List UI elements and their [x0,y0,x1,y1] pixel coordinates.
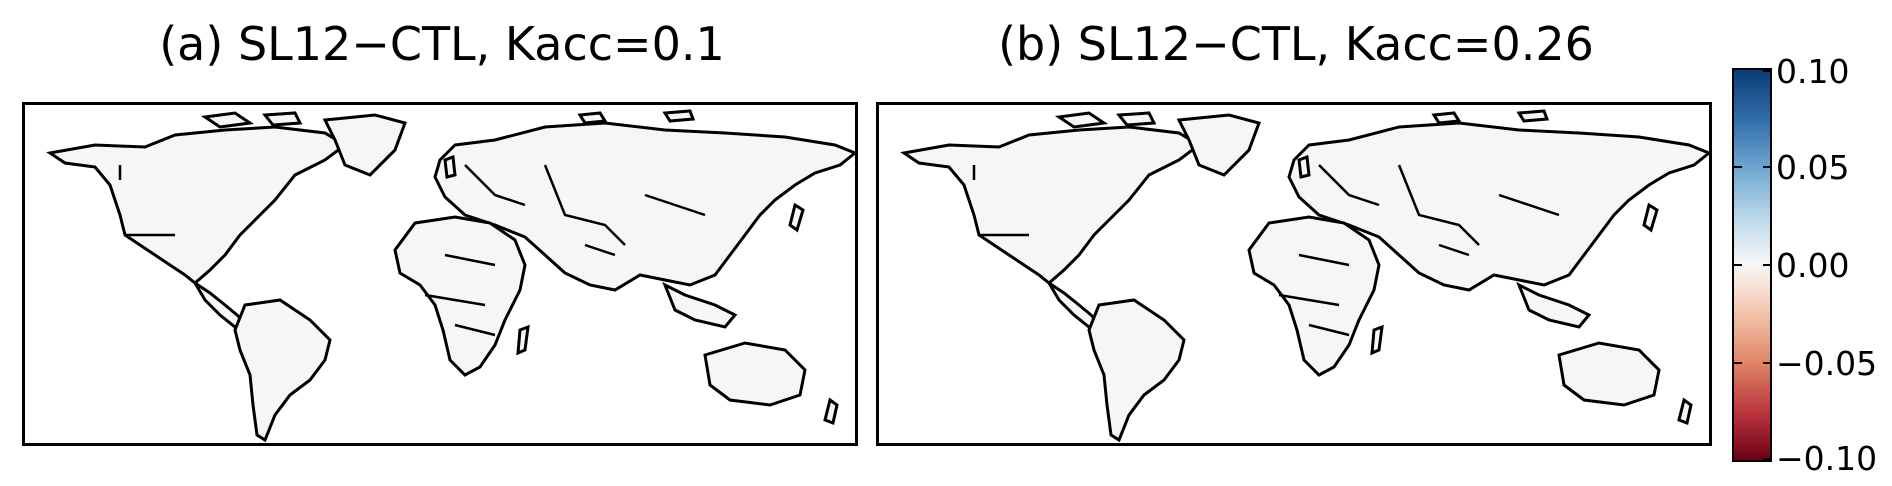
panel-a-title: (a) SL12−CTL, Kacc=0.1 [159,17,725,71]
colorbar-label-upper: 0.05 [1776,148,1850,187]
map-a-svg [48,109,855,442]
panel-b-title: (b) SL12−CTL, Kacc=0.26 [998,17,1594,71]
colorbar-tick-mark [1734,362,1742,364]
map-b-svg [902,109,1709,442]
colorbar-tick-mark [1734,264,1742,266]
colorbar-label-mid: 0.00 [1776,246,1850,285]
colorbar-label-lower: −0.05 [1776,344,1878,383]
colorbar-tick-mark [1763,458,1772,460]
map-panel-a [22,102,858,446]
colorbar-tick-mark [1763,166,1772,168]
colorbar-label-max: 0.10 [1776,52,1850,91]
colorbar-tick-mark [1763,70,1772,72]
colorbar-label-min: −0.10 [1776,439,1878,478]
colorbar-tick-mark [1734,166,1742,168]
map-panel-b [876,102,1712,446]
colorbar-tick-mark [1763,264,1772,266]
colorbar-tick-mark [1763,362,1772,364]
